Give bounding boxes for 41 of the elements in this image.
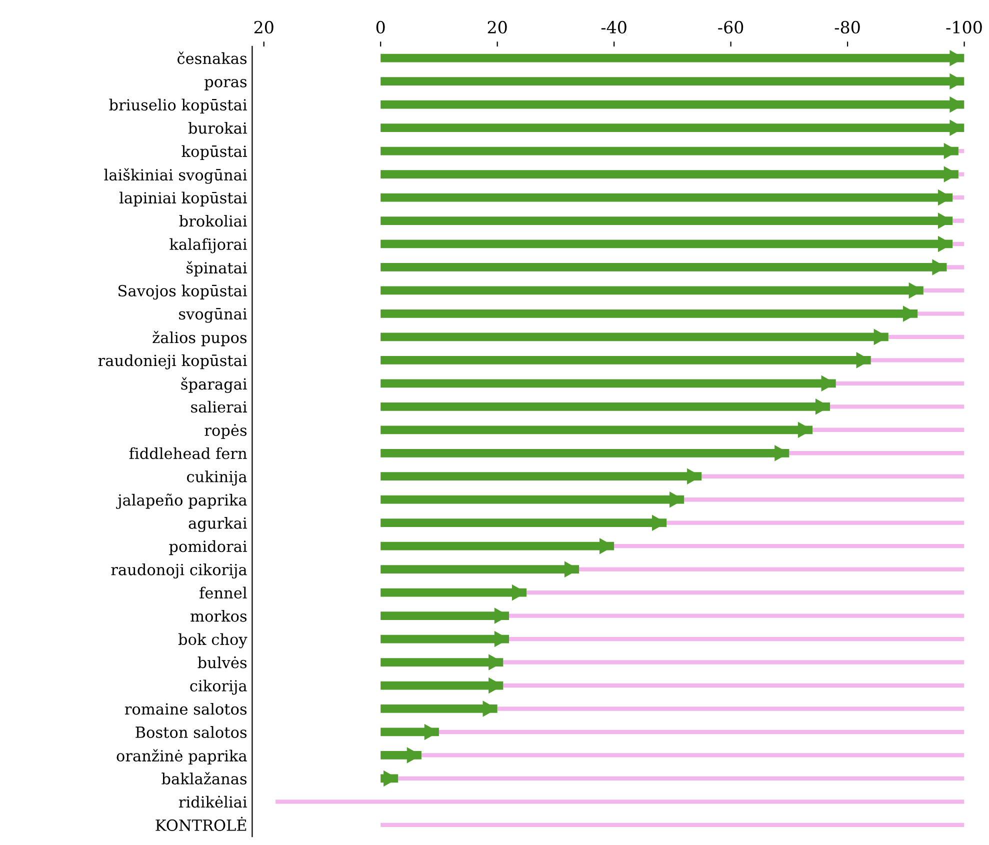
y-tick-label: špinatai xyxy=(186,261,247,277)
y-tick-label: fennel xyxy=(200,586,247,599)
y-tick-label: oranžinė paprika xyxy=(116,749,247,765)
y-tick-label: svogūnai xyxy=(179,308,247,323)
y-tick-label: burokai xyxy=(188,122,247,134)
y-tick-label: Boston salotos xyxy=(136,726,247,738)
y-tick-label: ridikėliai xyxy=(178,796,247,808)
x-tick-label: -60 xyxy=(718,20,744,34)
x-tick-label: 20 xyxy=(254,20,274,34)
y-tick-label: morkos xyxy=(190,610,247,622)
y-tick-label: jalapeño paprika xyxy=(116,494,247,509)
y-tick-label: raudonoji cikorija xyxy=(111,564,247,579)
y-tick-label: šparagai xyxy=(181,377,247,393)
y-tick-label: poras xyxy=(204,78,247,90)
y-tick-label: ropės xyxy=(204,424,247,439)
y-tick-label: raudonieji kopūstai xyxy=(98,354,247,370)
y-tick-label: brokoliai xyxy=(179,214,247,227)
y-tick-label: pomidorai xyxy=(169,540,247,556)
y-tick-label: KONTROLĖ xyxy=(156,816,246,831)
y-tick-label: fiddlehead fern xyxy=(129,447,247,460)
x-tick-label: -100 xyxy=(946,20,982,34)
x-tick-label: -40 xyxy=(601,20,626,34)
y-tick-label: lapiniai kopūstai xyxy=(119,192,247,206)
y-tick-label: bulvės xyxy=(198,656,247,668)
x-tick-label: 0 xyxy=(376,20,385,34)
y-tick-label: salierai xyxy=(191,400,247,413)
y-tick-label: kalafijorai xyxy=(170,238,247,254)
x-tick-label: -80 xyxy=(834,20,860,34)
y-tick-label: česnakas xyxy=(178,52,247,64)
y-tick-label: cukinija xyxy=(186,470,247,486)
y-tick-label: laiškiniai svogūnai xyxy=(104,168,247,184)
y-tick-label: briuselio kopūstai xyxy=(109,98,247,114)
y-tick-label: kopūstai xyxy=(182,145,247,160)
y-tick-label: bok choy xyxy=(178,633,248,648)
y-tick-label: cikorija xyxy=(190,680,247,695)
y-tick-label: romaine salotos xyxy=(124,702,247,715)
x-tick-label: 20 xyxy=(488,20,507,34)
y-tick-label: žalios pupos xyxy=(152,330,247,346)
y-tick-label: baklažanas xyxy=(162,772,247,784)
y-tick-label: Savojos kopūstai xyxy=(118,284,247,300)
y-tick-label: agurkai xyxy=(188,517,247,532)
